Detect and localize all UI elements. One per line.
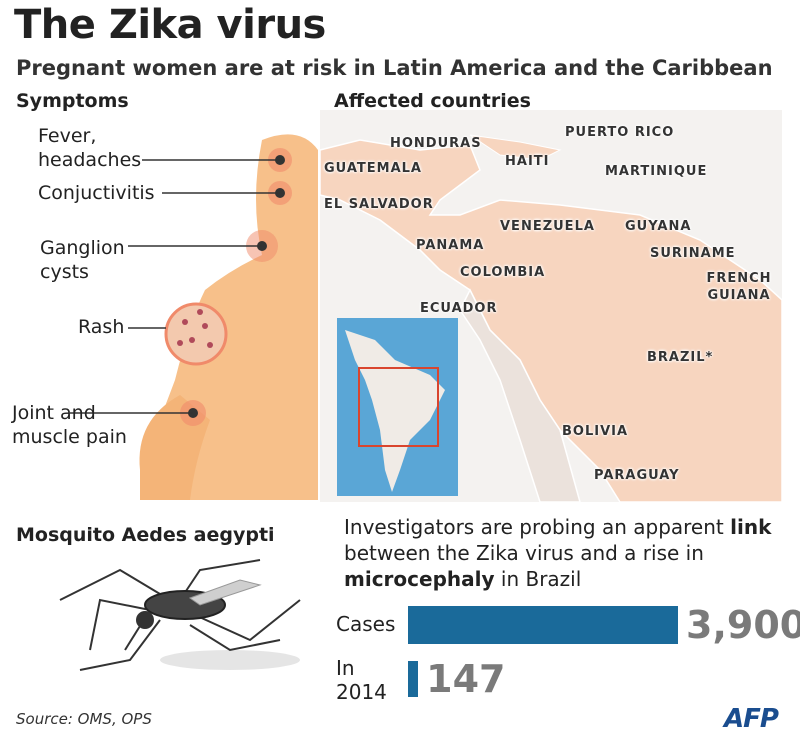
symptom-label: Conjuctivitis: [38, 182, 155, 204]
subtitle: Pregnant women are at risk in Latin Amer…: [16, 56, 773, 80]
country-label: HAITI: [505, 154, 550, 169]
country-label: PUERTO RICO: [565, 125, 675, 140]
note-part: microcephaly: [344, 567, 495, 591]
category-label: In 2014: [336, 656, 387, 704]
map-land-other: [459, 288, 581, 503]
map-heading: Affected countries: [334, 90, 531, 112]
symptom-lines: [70, 159, 280, 414]
note-part: Investigators are probing an apparent: [344, 515, 731, 539]
country-label: BOLIVIA: [562, 424, 629, 439]
value-label: 147: [426, 657, 506, 701]
category-label: Cases: [336, 612, 396, 636]
country-label: ECUADOR: [420, 301, 498, 316]
country-label: PANAMA: [416, 238, 485, 253]
title: The Zika virus: [14, 2, 326, 48]
inset-land: [345, 330, 445, 492]
logo: AFP: [724, 704, 779, 734]
value-label: 3,900: [686, 603, 800, 647]
symptom-label: Ganglion cysts: [40, 237, 125, 283]
country-label: GUATEMALA: [324, 161, 422, 176]
map-island: [469, 134, 562, 161]
country-label: MARTINIQUE: [605, 164, 708, 179]
country-label: PARAGUAY: [594, 468, 680, 483]
country-label: FRENCH GUIANA: [706, 271, 772, 303]
inset-frame: [358, 367, 439, 447]
country-label: HONDURAS: [390, 136, 482, 151]
country-label: GUYANA: [625, 219, 692, 234]
symptoms-heading: Symptoms: [16, 90, 129, 112]
symptom-label: Rash: [78, 316, 125, 338]
bar: [408, 661, 419, 697]
symptom-label: Joint and muscle pain: [12, 402, 127, 448]
country-label: BRAZIL*: [647, 350, 714, 365]
country-label: SURINAME: [650, 246, 736, 261]
country-label: EL SALVADOR: [324, 197, 434, 212]
mosquito: [59, 559, 301, 671]
note-part: link: [730, 515, 772, 539]
country-label: COLOMBIA: [460, 265, 546, 280]
map-land: [319, 139, 783, 503]
symptom-label: Fever, headaches: [38, 125, 142, 171]
note: Investigators are probing an apparent li…: [344, 514, 784, 592]
bar: [408, 606, 678, 644]
note-part: between the Zika virus and a rise in: [344, 541, 704, 565]
mosquito-heading: Mosquito Aedes aegypti: [16, 524, 275, 546]
country-label: VENEZUELA: [500, 219, 595, 234]
note-part: in Brazil: [494, 567, 582, 591]
source: Source: OMS, OPS: [16, 710, 152, 728]
